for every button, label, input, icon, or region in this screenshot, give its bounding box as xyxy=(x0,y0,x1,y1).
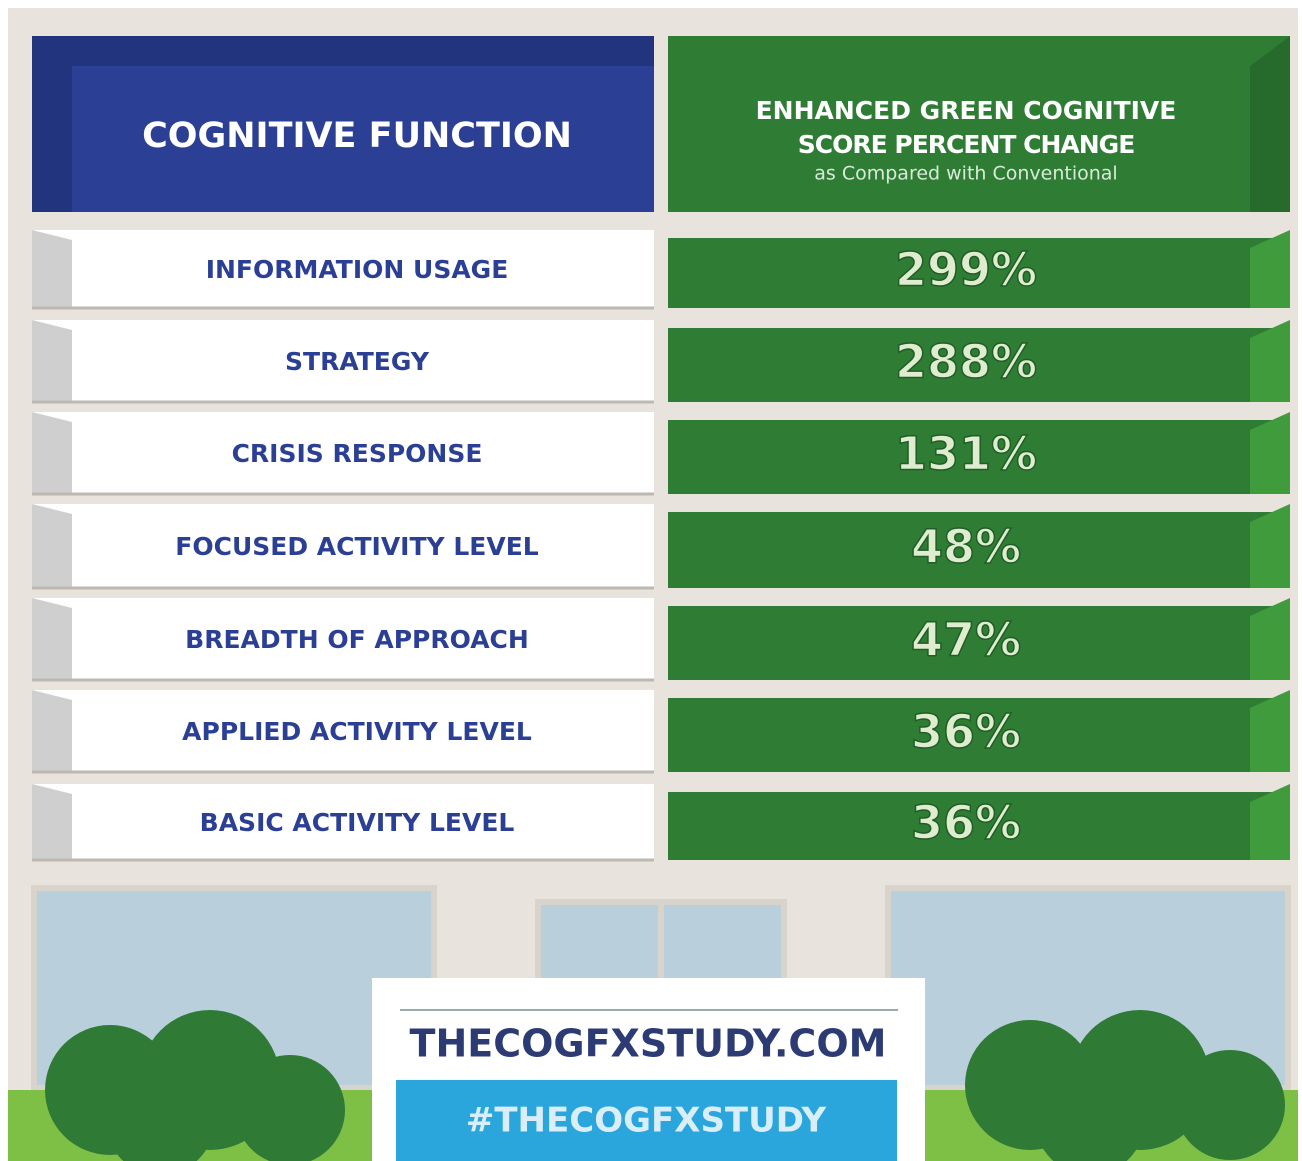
row-value: 36% xyxy=(911,796,1021,850)
row-value: 48% xyxy=(911,520,1021,574)
header-right-bevel xyxy=(1250,36,1290,212)
row-label: APPLIED ACTIVITY LEVEL xyxy=(182,717,532,746)
footer-hashtag: #THECOGFXSTUDY xyxy=(466,1101,827,1141)
header-right-line: SCORE PERCENT CHANGE xyxy=(798,130,1135,159)
row-label: BASIC ACTIVITY LEVEL xyxy=(200,808,515,837)
label-cell-bevel xyxy=(32,230,72,308)
header-right-line: ENHANCED GREEN COGNITIVE xyxy=(756,96,1177,125)
header-left-text: COGNITIVE FUNCTION xyxy=(142,116,572,156)
row-label: STRATEGY xyxy=(285,347,430,376)
row-value: 288% xyxy=(895,335,1037,389)
label-cell-bevel xyxy=(32,320,72,402)
label-cell-bevel xyxy=(32,412,72,494)
row-value: 131% xyxy=(895,427,1037,481)
row-label: CRISIS RESPONSE xyxy=(232,439,483,468)
label-cell-bevel xyxy=(32,504,72,588)
label-cell-bevel xyxy=(32,690,72,772)
label-cell-bevel xyxy=(32,784,72,860)
footer-url: THECOGFXSTUDY.COM xyxy=(410,1022,887,1066)
header-right-subtitle: as Compared with Conventional xyxy=(814,163,1117,185)
label-cell-bevel xyxy=(32,598,72,680)
row-value: 36% xyxy=(911,705,1021,759)
row-value: 47% xyxy=(911,613,1021,667)
row-value: 299% xyxy=(895,243,1037,297)
page: INFORMATION USAGE 299% STRATEGY 288% CRISIS … xyxy=(0,0,1302,1161)
row-label: BREADTH OF APPROACH xyxy=(185,625,529,654)
row-label: FOCUSED ACTIVITY LEVEL xyxy=(175,532,539,561)
row-label: INFORMATION USAGE xyxy=(206,255,509,284)
infographic: INFORMATION USAGE 299% STRATEGY 288% CRISIS … xyxy=(0,0,1302,1161)
